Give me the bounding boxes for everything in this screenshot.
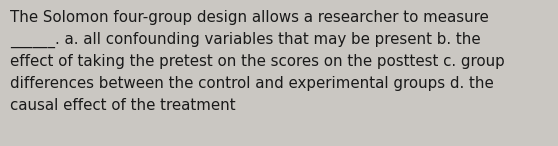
Text: The Solomon four-group design allows a researcher to measure
______. a. all conf: The Solomon four-group design allows a r…: [10, 10, 505, 113]
